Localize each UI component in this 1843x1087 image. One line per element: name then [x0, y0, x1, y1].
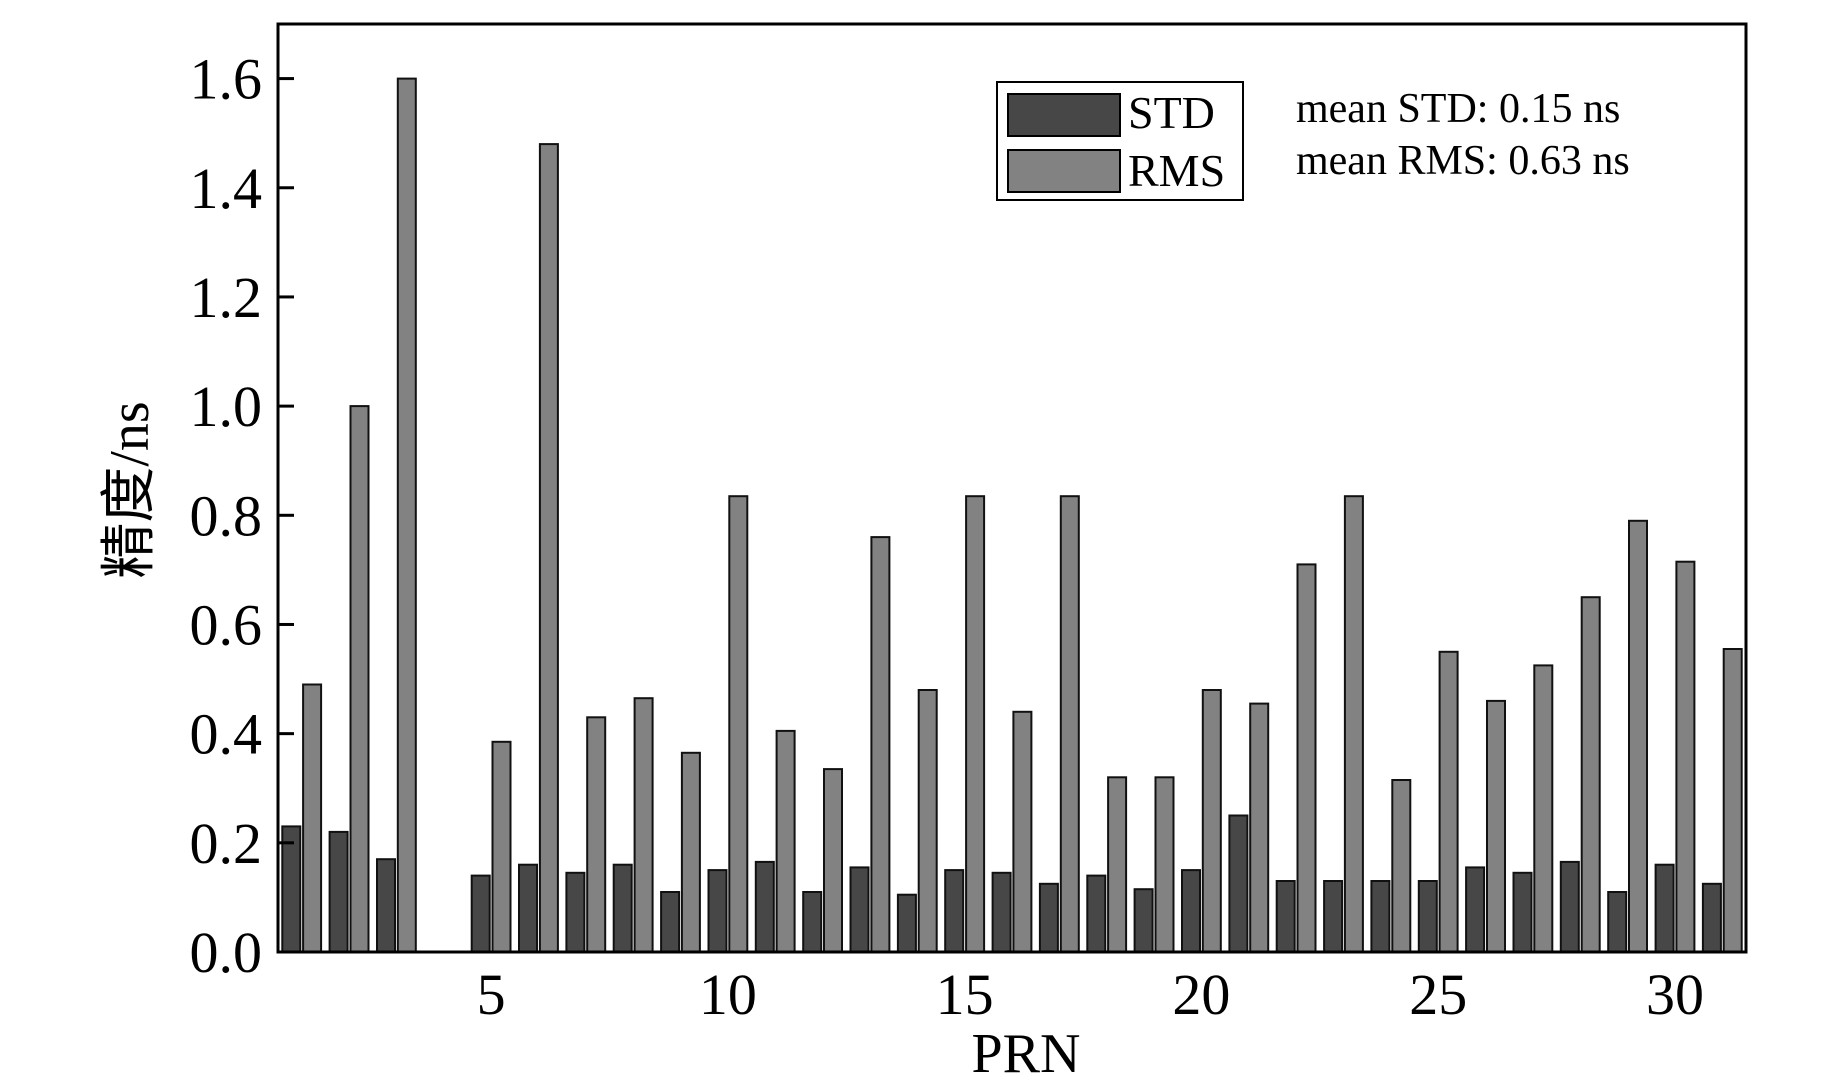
bar-rms-prn-25 [1438, 650, 1459, 953]
bar-rms-prn-3 [396, 77, 417, 954]
bar-rms-prn-23 [1343, 495, 1364, 953]
x-tick-label: 20 [1172, 962, 1230, 1027]
bar-std-prn-16 [991, 871, 1012, 953]
legend-label-std: STD [1128, 87, 1215, 138]
legend-swatch-rms [1007, 149, 1121, 193]
y-tick-label: 1.2 [190, 265, 263, 330]
bars-group [281, 77, 1743, 954]
bar-rms-prn-24 [1391, 779, 1412, 953]
annotation-mean-std: mean STD: 0.15 ns [1296, 86, 1620, 132]
bar-std-prn-14 [896, 893, 917, 954]
bar-std-prn-31 [1701, 882, 1722, 953]
bar-rms-prn-12 [823, 768, 843, 953]
bar-rms-prn-9 [680, 751, 701, 953]
bar-rms-prn-29 [1628, 519, 1648, 953]
bar-rms-prn-16 [1012, 710, 1033, 953]
bar-rms-prn-10 [728, 495, 749, 953]
bar-std-prn-5 [470, 874, 491, 953]
y-tick-label: 0.2 [190, 811, 263, 876]
bar-rms-prn-21 [1249, 702, 1270, 953]
x-tick-label: 25 [1409, 962, 1467, 1027]
bar-rms-prn-1 [302, 683, 323, 953]
bar-std-prn-23 [1323, 880, 1344, 953]
bar-std-prn-30 [1654, 863, 1675, 954]
legend-label-rms: RMS [1128, 145, 1225, 196]
bar-std-prn-29 [1607, 891, 1628, 953]
x-tick-label: 30 [1646, 962, 1704, 1027]
x-tick-label: 10 [699, 962, 757, 1027]
annotation-mean-rms: mean RMS: 0.63 ns [1296, 138, 1630, 184]
bar-rms-prn-14 [917, 689, 938, 953]
bar-rms-prn-2 [349, 405, 370, 954]
bar-rms-prn-27 [1533, 664, 1554, 954]
bar-std-prn-25 [1417, 880, 1438, 953]
bar-std-prn-17 [1038, 882, 1059, 953]
bar-std-prn-11 [754, 860, 775, 954]
bar-std-prn-12 [802, 891, 823, 953]
x-tick-label: 15 [936, 962, 994, 1027]
legend: STD RMS [996, 81, 1244, 201]
bar-rms-prn-31 [1722, 648, 1743, 953]
y-tick-label: 1.4 [190, 156, 263, 221]
y-tick-label: 1.0 [190, 374, 263, 439]
bar-rms-prn-6 [538, 143, 559, 954]
x-tick-label: 5 [477, 962, 506, 1027]
bar-std-prn-7 [565, 871, 586, 953]
x-axis-title: PRN [972, 1023, 1081, 1085]
bar-std-prn-21 [1228, 814, 1249, 953]
bar-std-prn-3 [376, 858, 396, 954]
bar-rms-prn-26 [1486, 699, 1506, 954]
bar-std-prn-9 [660, 891, 681, 953]
bar-rms-prn-15 [965, 495, 986, 953]
bar-std-prn-28 [1559, 860, 1580, 954]
bar-std-prn-8 [612, 863, 633, 954]
bar-rms-prn-30 [1675, 560, 1696, 953]
bar-std-prn-1 [281, 825, 302, 954]
bar-rms-prn-13 [870, 536, 891, 953]
bar-std-prn-6 [518, 863, 538, 954]
bar-std-prn-27 [1512, 871, 1533, 953]
bar-rms-prn-7 [586, 716, 607, 953]
bar-rms-prn-22 [1296, 563, 1317, 954]
y-tick-label: 1.6 [190, 47, 263, 112]
y-tick-label: 0.4 [190, 702, 263, 767]
bar-std-prn-13 [849, 866, 870, 954]
bar-std-prn-2 [328, 830, 349, 954]
x-axis: 5 10 15 20 25 30 [477, 962, 1704, 1027]
bar-std-prn-20 [1181, 869, 1201, 953]
bar-rms-prn-5 [491, 740, 512, 953]
bar-std-prn-18 [1086, 874, 1107, 953]
y-axis: 0.0 0.2 0.4 0.6 0.8 1.0 1.2 1.4 1.6 [190, 47, 294, 985]
bar-std-prn-10 [707, 869, 728, 953]
bar-rms-prn-18 [1107, 776, 1128, 953]
bar-std-prn-22 [1275, 880, 1296, 953]
bar-rms-prn-17 [1059, 495, 1080, 953]
legend-swatch-std [1007, 93, 1121, 137]
bar-std-prn-24 [1370, 880, 1391, 953]
bar-rms-prn-28 [1580, 596, 1601, 953]
y-tick-label: 0.8 [190, 483, 263, 548]
y-tick-label: 0.0 [190, 920, 263, 985]
plot-frame [276, 22, 1748, 954]
bar-rms-prn-11 [775, 729, 796, 954]
bar-rms-prn-8 [633, 697, 654, 954]
bar-std-prn-15 [944, 869, 965, 953]
bar-std-prn-19 [1133, 888, 1154, 954]
y-tick-label: 0.6 [190, 592, 263, 657]
bar-rms-prn-19 [1154, 776, 1175, 953]
bar-std-prn-26 [1465, 866, 1486, 954]
y-axis-title: 精度/ns [99, 401, 161, 578]
bar-rms-prn-20 [1201, 689, 1222, 953]
